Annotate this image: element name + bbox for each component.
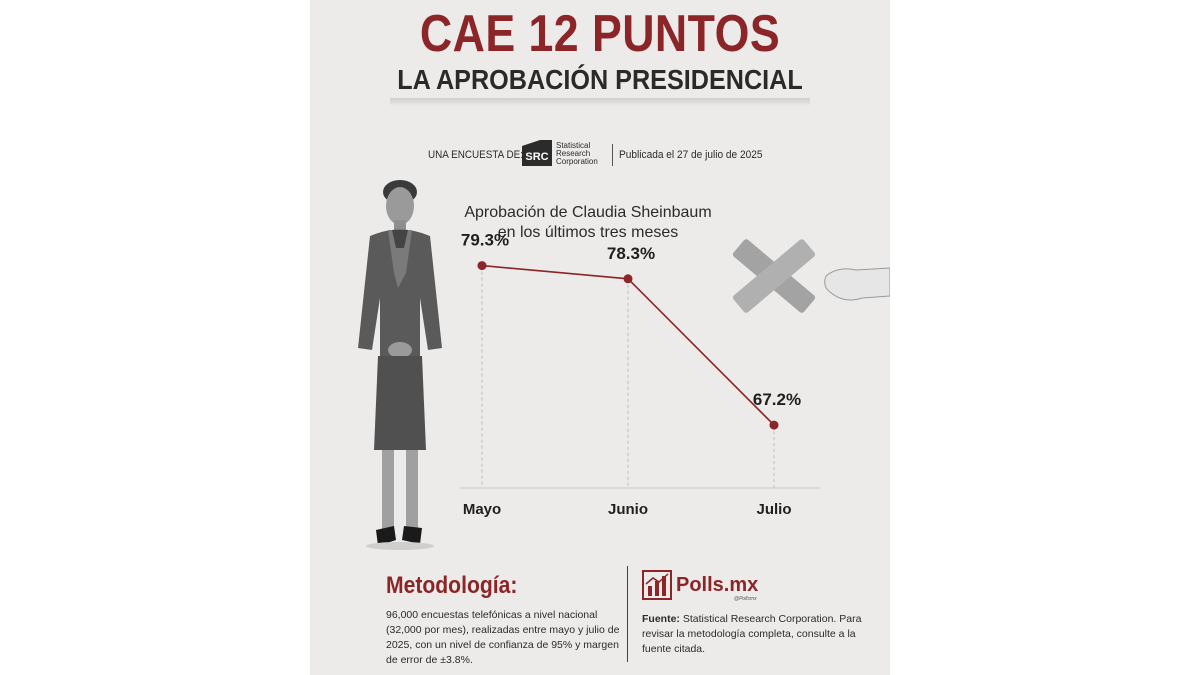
methodology-title: Metodología: (386, 572, 518, 599)
data-label-mayo: 79.3% (461, 231, 509, 250)
rejection-x-icon (732, 239, 890, 313)
headline-suffix: PUNTOS (591, 5, 781, 63)
data-label-junio: 78.3% (607, 244, 655, 263)
polls-brand: Polls.mx (676, 574, 759, 596)
byline-prefix: UNA ENCUESTA DE: (428, 149, 523, 161)
source-note: Fuente: Statistical Research Corporation… (642, 612, 862, 657)
source-label: Fuente: (642, 613, 680, 625)
data-point-junio (623, 274, 633, 284)
headline-shadow (390, 98, 810, 106)
x-tick-label-junio: Junio (608, 501, 648, 518)
methodology-text: 96,000 encuestas telefónicas a nivel nac… (386, 609, 620, 666)
footer-divider (627, 566, 628, 662)
src-org-name: Statistical Research Corporation (556, 142, 598, 166)
infographic-poster: CAE 12 PUNTOS LA APROBACIÓN PRESIDENCIAL… (310, 0, 890, 675)
chart-title-line2: en los últimos tres meses (497, 224, 679, 241)
chart-title: Aprobación de Claudia Sheinbaum en los ú… (448, 203, 728, 243)
src-org-line2: Research (556, 149, 591, 158)
president-figure (358, 180, 442, 550)
headline-number: 12 (528, 5, 580, 63)
polls-logo-icon (642, 570, 672, 600)
x-tick-label-mayo: Mayo (463, 501, 501, 518)
data-point-julio (769, 420, 779, 430)
headline-prefix: CAE (419, 5, 516, 63)
chart-title-line1: Aprobación de Claudia Sheinbaum (464, 204, 712, 221)
approval-line-chart: 79.3% Mayo 78.3% Junio 67.2% Julio (460, 231, 820, 518)
src-logo-text: SRC (525, 151, 548, 163)
publication-date: Publicada el 27 de julio de 2025 (619, 149, 763, 161)
byline: UNA ENCUESTA DE: SRC Statistical Researc… (310, 140, 890, 170)
data-label-julio: 67.2% (753, 390, 801, 409)
polls-tagline: @Pollsmx (734, 596, 757, 602)
source-text: Statistical Research Corporation. Para r… (642, 613, 862, 655)
subheadline: LA APROBACIÓN PRESIDENCIAL (397, 64, 803, 95)
src-logo: SRC (522, 140, 552, 166)
x-tick-label-julio: Julio (756, 501, 791, 518)
byline-divider (612, 144, 613, 166)
src-org-line3: Corporation (556, 157, 598, 166)
src-org-line1: Statistical (556, 141, 591, 150)
data-point-mayo (477, 261, 487, 271)
headline: CAE 12 PUNTOS (351, 4, 850, 64)
